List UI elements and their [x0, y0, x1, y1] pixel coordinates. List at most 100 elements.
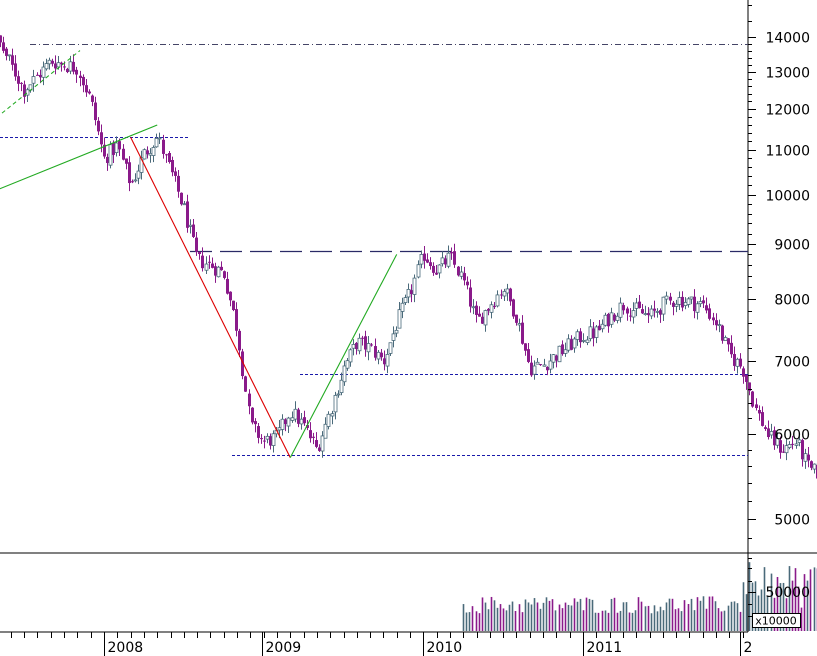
candle-body: [336, 393, 341, 396]
candle-body: [383, 358, 386, 365]
candle-body: [251, 407, 254, 423]
candle-body: [60, 62, 63, 65]
candle-body: [333, 394, 338, 413]
trendline-green-dashed: [1, 50, 81, 114]
candle-body: [142, 149, 147, 160]
candle-body: [769, 431, 774, 436]
candle-body: [767, 428, 770, 438]
candle-body: [607, 313, 610, 327]
candle-body: [174, 171, 177, 176]
candle-body: [803, 453, 808, 462]
candle-body: [128, 162, 131, 184]
candle-body: [751, 391, 754, 407]
candle-body: [195, 237, 198, 252]
candle-body: [412, 277, 417, 295]
candle-body: [192, 224, 195, 237]
candle-body: [269, 436, 272, 446]
candle-body: [515, 314, 518, 323]
candle-body: [588, 326, 593, 340]
candle-body: [712, 317, 715, 321]
candle-body: [154, 138, 159, 148]
price-tick-label: 6000: [774, 428, 810, 444]
candle-body: [705, 305, 708, 311]
candle-body: [521, 322, 524, 344]
candle-body: [248, 393, 251, 407]
candle-body: [579, 331, 582, 343]
candle-body: [626, 308, 629, 314]
candle-body: [530, 362, 533, 376]
candle-body: [220, 266, 223, 271]
candle-body: [146, 150, 149, 155]
candle-body: [502, 291, 507, 297]
trendline-green: [289, 254, 398, 458]
candle-body: [406, 288, 411, 298]
volume-unit-label: x10000: [755, 615, 797, 628]
candle-body: [669, 296, 672, 301]
candle-body: [315, 440, 318, 447]
candle-body: [14, 63, 17, 77]
candle-body: [39, 74, 42, 78]
candle-body: [157, 137, 162, 140]
candle-body: [429, 262, 432, 267]
candle-body: [162, 139, 165, 154]
candle-body: [693, 296, 696, 312]
candle-body: [649, 308, 654, 317]
candle-body: [794, 443, 799, 446]
candle-body: [351, 343, 356, 349]
candle-body: [655, 310, 660, 313]
candle-body: [290, 417, 295, 421]
candle-body: [532, 365, 537, 375]
candle-body: [572, 338, 577, 349]
candle-body: [807, 454, 810, 461]
candle-body: [727, 338, 730, 345]
candle-body: [63, 66, 66, 68]
candle-body: [348, 349, 353, 363]
candle-body: [634, 302, 639, 309]
candle-body: [432, 265, 435, 273]
candle-body: [444, 258, 447, 265]
candle-body: [661, 296, 666, 315]
candle-body: [133, 179, 138, 182]
candle-body: [489, 304, 494, 313]
candle-body: [647, 313, 650, 316]
candle-body: [229, 291, 232, 301]
candle-body: [609, 312, 614, 325]
candle-body: [717, 324, 722, 327]
candle-body: [72, 61, 75, 72]
candle-body: [708, 308, 711, 319]
candle-body: [244, 376, 247, 392]
candle-body: [419, 254, 424, 265]
candle-body: [186, 201, 189, 228]
candle-body: [151, 147, 156, 156]
candle-body: [357, 337, 362, 352]
candle-body: [585, 339, 590, 343]
candle-body: [539, 364, 542, 366]
candle-body: [342, 365, 347, 383]
candle-body: [672, 302, 675, 307]
candle-body: [312, 436, 315, 438]
candle-body: [56, 62, 61, 68]
candle-body: [598, 325, 601, 331]
candle-body: [388, 342, 393, 354]
candle-body: [11, 55, 14, 65]
candle-body: [168, 152, 171, 163]
candle-body: [391, 333, 396, 341]
candle-body: [112, 142, 115, 155]
candle-body: [466, 281, 469, 286]
candle-body: [223, 271, 226, 278]
candle-body: [364, 336, 367, 350]
candle-body: [148, 153, 153, 156]
candle-body: [615, 315, 620, 321]
candle-body: [742, 368, 745, 377]
candle-body: [182, 203, 187, 206]
candle-body: [198, 251, 201, 255]
price-tick-label: 13000: [765, 66, 810, 82]
candle-body: [603, 314, 608, 326]
candle-body: [361, 337, 364, 339]
candle-body: [594, 326, 599, 338]
candle-body: [44, 63, 49, 70]
candle-body: [435, 272, 438, 275]
candle-body: [622, 305, 625, 311]
volume-tick-label: 50000: [765, 585, 810, 601]
